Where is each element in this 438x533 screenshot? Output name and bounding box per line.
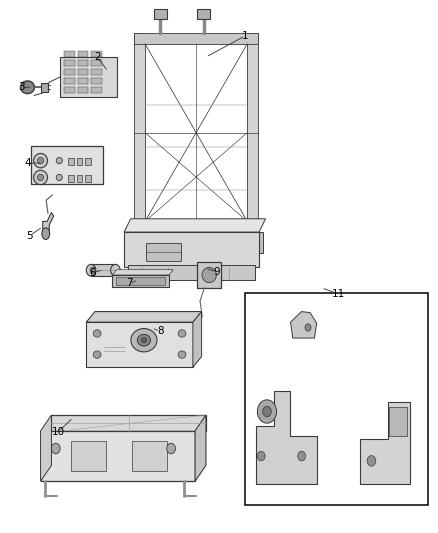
Text: 11: 11 (332, 289, 345, 299)
Bar (92, 69, 102, 75)
Ellipse shape (258, 400, 276, 423)
Ellipse shape (367, 456, 376, 466)
Ellipse shape (141, 337, 147, 343)
Bar (389, 407, 407, 436)
Bar (68, 175, 74, 182)
Ellipse shape (111, 264, 120, 276)
Polygon shape (360, 402, 410, 484)
Bar (64, 60, 74, 66)
Ellipse shape (138, 334, 150, 346)
Bar (64, 51, 74, 56)
Bar (197, 262, 221, 288)
Text: 5: 5 (26, 231, 33, 241)
Ellipse shape (56, 174, 62, 181)
Polygon shape (241, 232, 262, 253)
Bar (116, 277, 166, 285)
Polygon shape (290, 312, 317, 338)
Bar (85, 175, 91, 182)
Ellipse shape (34, 170, 47, 184)
Ellipse shape (305, 324, 311, 331)
Ellipse shape (34, 154, 47, 168)
Bar (60, 57, 117, 97)
Ellipse shape (395, 415, 404, 425)
Bar (78, 87, 88, 93)
Ellipse shape (257, 451, 265, 461)
Polygon shape (193, 312, 201, 367)
Ellipse shape (298, 451, 306, 461)
Text: 6: 6 (89, 268, 96, 278)
Bar (92, 87, 102, 93)
Bar (85, 158, 91, 165)
Ellipse shape (56, 157, 62, 164)
Bar (68, 158, 74, 165)
Ellipse shape (38, 174, 44, 181)
Ellipse shape (178, 351, 186, 358)
Ellipse shape (167, 443, 176, 454)
Bar (132, 441, 167, 471)
Ellipse shape (202, 268, 216, 282)
Ellipse shape (263, 406, 271, 417)
Polygon shape (134, 33, 145, 232)
Polygon shape (256, 391, 317, 484)
Ellipse shape (131, 328, 157, 352)
Ellipse shape (38, 157, 44, 164)
Ellipse shape (42, 228, 49, 239)
Bar (31, 146, 103, 184)
Bar (64, 78, 74, 84)
Ellipse shape (93, 351, 101, 358)
Bar (71, 441, 106, 471)
Bar (64, 69, 74, 75)
Ellipse shape (86, 264, 96, 276)
Bar (78, 51, 88, 56)
Bar (128, 265, 254, 280)
Text: 2: 2 (94, 52, 100, 62)
Polygon shape (195, 415, 206, 481)
Text: 3: 3 (18, 82, 24, 92)
Ellipse shape (21, 81, 35, 94)
Polygon shape (134, 33, 258, 44)
Polygon shape (130, 232, 152, 253)
Bar (92, 51, 102, 56)
Bar (197, 10, 210, 19)
Polygon shape (134, 221, 258, 232)
Polygon shape (124, 232, 259, 266)
Ellipse shape (51, 443, 60, 454)
Text: 10: 10 (51, 427, 64, 437)
Polygon shape (86, 322, 193, 367)
Ellipse shape (93, 330, 101, 337)
Bar (64, 87, 74, 93)
Bar (78, 69, 88, 75)
Polygon shape (51, 415, 206, 431)
Ellipse shape (178, 330, 186, 337)
Polygon shape (41, 431, 195, 481)
Polygon shape (124, 219, 265, 232)
Bar (154, 10, 167, 19)
Bar (41, 83, 47, 92)
Polygon shape (43, 213, 53, 235)
Bar (78, 78, 88, 84)
Ellipse shape (90, 267, 95, 273)
Polygon shape (41, 415, 51, 481)
Text: 1: 1 (242, 31, 248, 41)
Text: 4: 4 (24, 158, 31, 168)
Text: 7: 7 (127, 278, 133, 288)
Text: 9: 9 (213, 267, 220, 277)
Polygon shape (113, 270, 173, 275)
Bar (78, 60, 88, 66)
Bar (113, 275, 169, 287)
Bar (245, 293, 428, 505)
Text: 8: 8 (157, 326, 163, 336)
Polygon shape (86, 312, 201, 322)
Polygon shape (247, 33, 258, 232)
Bar (91, 264, 116, 276)
Bar (146, 243, 181, 261)
Bar (77, 175, 82, 182)
Bar (92, 78, 102, 84)
Bar (77, 158, 82, 165)
Bar (92, 60, 102, 66)
